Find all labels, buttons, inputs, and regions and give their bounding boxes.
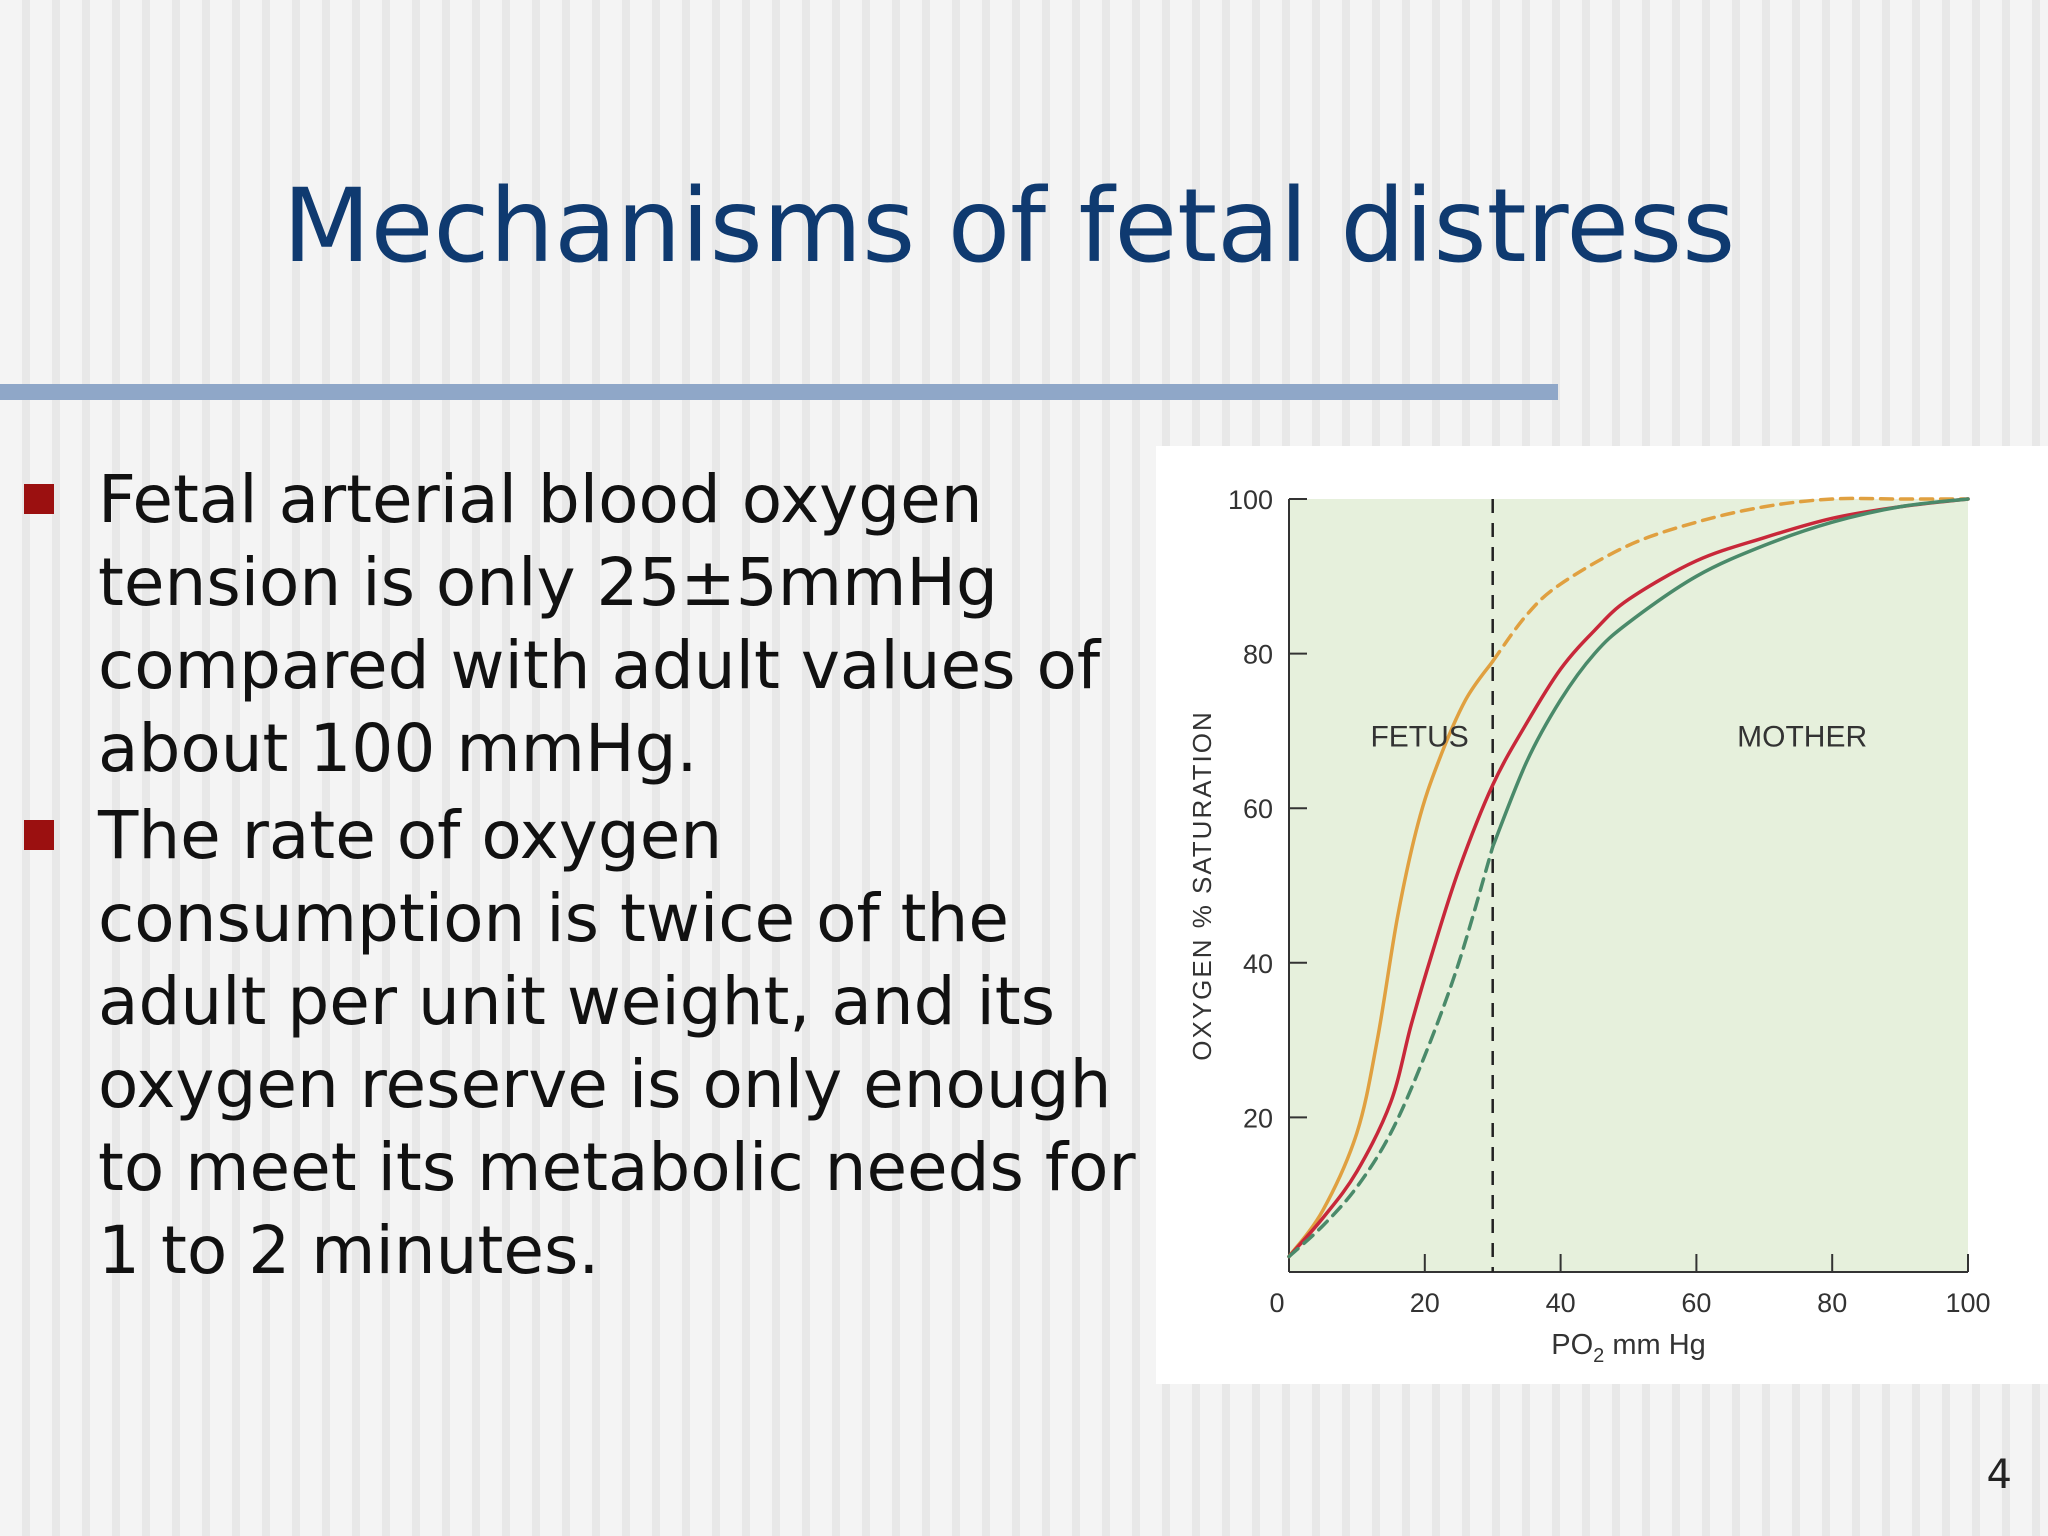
bullet-line: oxygen reserve is only enough: [98, 1046, 1112, 1123]
y-axis-label: OXYGEN % SATURATION: [1187, 710, 1217, 1061]
chart-annotation: FETUS: [1370, 720, 1468, 753]
x-axis-label: PO2 mm Hg: [1551, 1329, 1706, 1367]
slide-title: Mechanisms of fetal distress: [282, 167, 1736, 286]
x-tick-label: 20: [1410, 1288, 1440, 1318]
bullet-list: Fetal arterial blood oxygen tension is o…: [22, 458, 1162, 1296]
bullet-line: compared with adult values of: [98, 627, 1101, 704]
title-divider: [0, 384, 1558, 400]
y-tick-label: 20: [1243, 1103, 1273, 1133]
bullet-line: The rate of oxygen: [98, 797, 723, 874]
square-bullet-icon: [24, 820, 54, 850]
chart-panel: 20 40 60 80 100 0 20 40 60 80 100 FETUS MOTHER OXYGEN…: [1156, 446, 2048, 1384]
chart-annotation: MOTHER: [1737, 720, 1867, 753]
bullet-line: 1 to 2 minutes.: [98, 1212, 600, 1289]
x-tick-label: 60: [1681, 1288, 1711, 1318]
bullet-line: Fetal arterial blood oxygen: [98, 461, 983, 538]
series-line: [1287, 659, 1495, 1259]
x-tick-label: 80: [1817, 1288, 1847, 1318]
y-tick-label: 40: [1243, 949, 1273, 979]
bullet-item: The rate of oxygen consumption is twice …: [22, 794, 1162, 1292]
series-line: [1490, 496, 1970, 664]
square-bullet-icon: [24, 484, 54, 514]
slide-number: 4: [1986, 1452, 2012, 1498]
bullet-line: consumption is twice of the: [98, 880, 1009, 957]
bullet-line: tension is only 25±5mmHg: [98, 544, 998, 621]
y-tick-label: 100: [1228, 485, 1273, 515]
bullet-line: to meet its metabolic needs for: [98, 1129, 1136, 1206]
x-tick-label: 0: [1269, 1288, 1284, 1318]
bullet-line: about 100 mmHg.: [98, 710, 698, 787]
y-tick-label: 80: [1243, 640, 1273, 670]
plot-area: [1289, 499, 1968, 1272]
series-line: [1490, 497, 1970, 849]
x-tick-label: 100: [1945, 1288, 1990, 1318]
x-tick-label: 40: [1546, 1288, 1576, 1318]
bullet-item: Fetal arterial blood oxygen tension is o…: [22, 458, 1162, 790]
bullet-line: adult per unit weight, and its: [98, 963, 1056, 1040]
series-line: [1287, 497, 1970, 1259]
series-line: [1287, 845, 1495, 1259]
y-tick-label: 60: [1243, 794, 1273, 824]
oxygen-dissociation-chart: 20 40 60 80 100 0 20 40 60 80 100 FETUS MOTHER OXYGEN…: [1187, 485, 1991, 1367]
